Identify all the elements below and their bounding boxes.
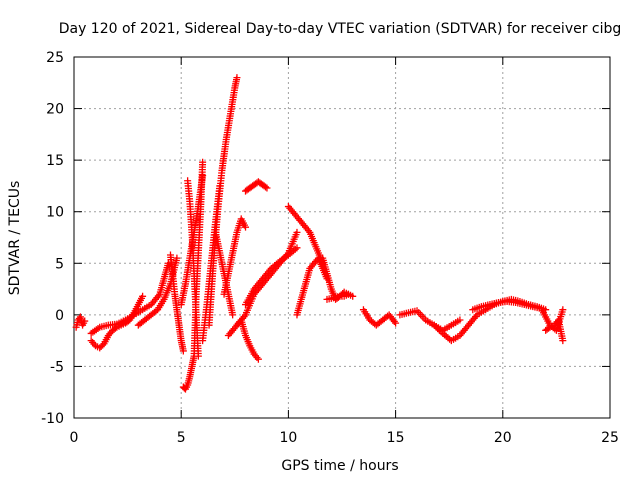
y-tick-label: -5 [50, 359, 64, 375]
data-point [349, 292, 357, 300]
x-axis: 0 5 10 15 20 25 [70, 57, 619, 446]
data-point [254, 355, 262, 363]
data-point [199, 172, 207, 180]
data-point [199, 158, 207, 166]
y-axis-label: SDTVAR / TECUs [7, 181, 23, 296]
x-tick-label: 25 [601, 430, 619, 446]
x-tick-label: 10 [279, 430, 297, 446]
data-point [194, 352, 202, 360]
data-point [81, 317, 89, 325]
data-point [456, 316, 464, 324]
data-point [392, 319, 400, 327]
x-tick-label: 5 [177, 430, 186, 446]
y-tick-label: 20 [46, 102, 64, 118]
x-tick-label: 20 [494, 430, 512, 446]
y-tick-label: -10 [41, 411, 64, 427]
data-points [72, 74, 567, 393]
chart-title: Day 120 of 2021, Sidereal Day-to-day VTE… [59, 21, 622, 37]
data-point [173, 254, 181, 262]
grid [74, 57, 610, 418]
plot-frame [73, 56, 611, 419]
data-point [262, 183, 270, 191]
y-tick-label: 15 [46, 153, 64, 169]
data-point [390, 317, 398, 325]
data-point [545, 324, 553, 332]
data-point [111, 324, 119, 332]
data-point [293, 244, 301, 252]
data-point [139, 292, 147, 300]
x-axis-label: GPS time / hours [281, 458, 398, 474]
data-point [293, 228, 301, 236]
y-tick-label: 10 [46, 205, 64, 221]
data-point [344, 290, 352, 298]
data-point [229, 311, 237, 319]
data-point [559, 306, 567, 314]
y-tick-label: 5 [55, 256, 64, 272]
y-axis: -10 -5 0 5 10 15 20 25 [41, 50, 610, 427]
x-tick-label: 15 [387, 430, 405, 446]
data-point [242, 223, 250, 231]
x-tick-label: 0 [70, 430, 79, 446]
data-point [179, 347, 187, 355]
data-point [559, 337, 567, 345]
data-point [233, 74, 241, 82]
y-tick-label: 0 [55, 308, 64, 324]
y-tick-label: 25 [46, 50, 64, 66]
data-point [263, 184, 271, 192]
